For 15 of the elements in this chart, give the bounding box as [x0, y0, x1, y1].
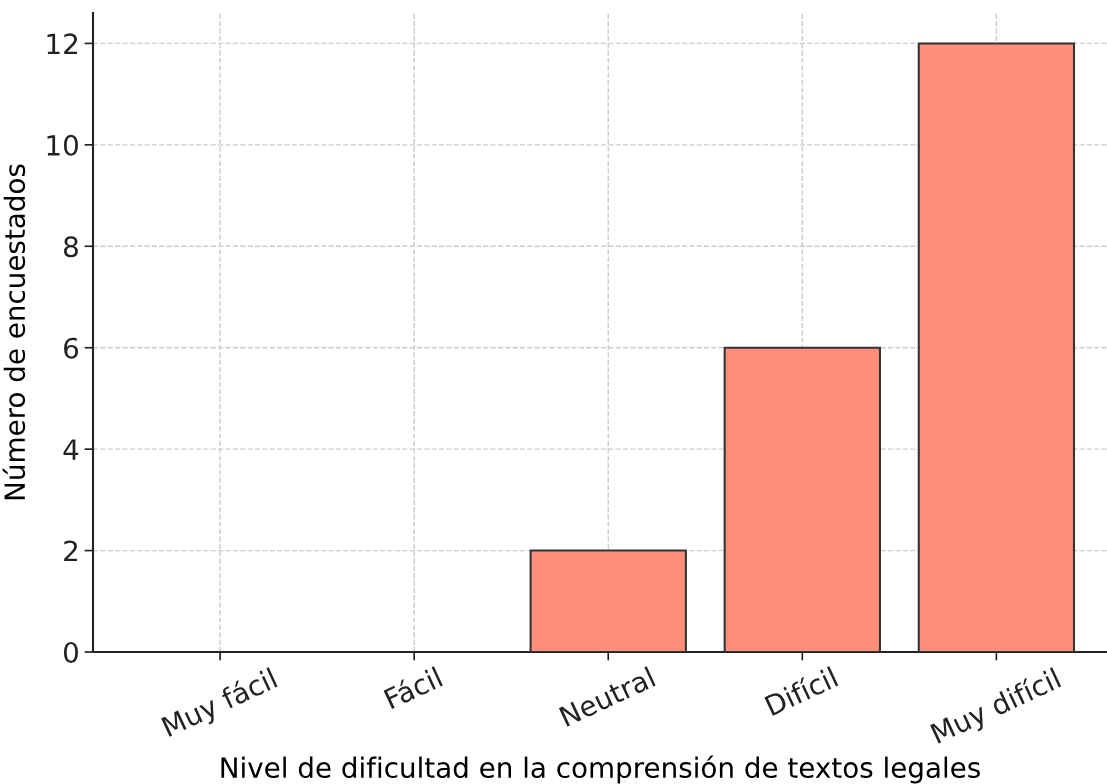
y-tick-label: 2	[64, 540, 78, 562]
y-tick-label: 10	[47, 134, 78, 156]
y-axis-title: Número de encuestados	[2, 164, 26, 500]
x-tick-label: Fácil	[382, 665, 443, 710]
bar	[723, 346, 881, 652]
x-tick-label: Muy fácil	[160, 666, 281, 742]
x-axis-title: Nivel de dificultad en la comprensión de textos legales	[221, 755, 980, 784]
x-tick-label: Muy difícil	[929, 666, 1064, 749]
y-tick-label: 8	[64, 236, 78, 258]
bar	[529, 549, 687, 652]
bar	[917, 42, 1076, 652]
y-tick-label: 6	[64, 337, 79, 359]
y-tick-label: 4	[63, 439, 79, 460]
y-tick-label: 12	[47, 33, 78, 54]
y-tick-label: 0	[63, 641, 78, 663]
